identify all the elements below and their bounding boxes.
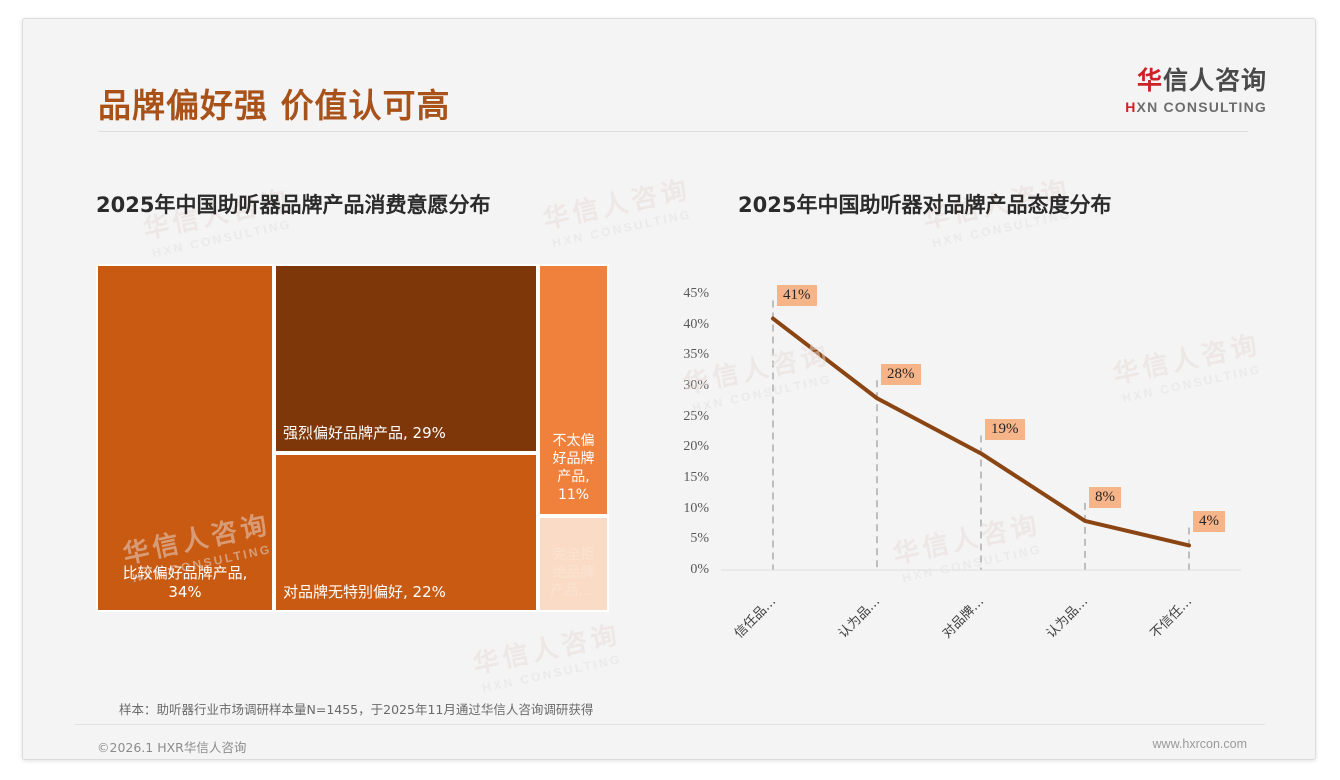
watermark-cn: 华信人咨询 — [540, 174, 694, 236]
source-footnote: 样本：助听器行业市场调研样本量N=1455，于2025年11月通过华信人咨询调研… — [119, 702, 594, 717]
right-chart-panel: 2025年中国助听器对品牌产品态度分布 — [738, 189, 1111, 219]
logo-text-cn: 华信人咨询 — [1125, 61, 1267, 97]
y-axis-tick-label: 10% — [683, 500, 709, 516]
header-divider — [98, 131, 1248, 132]
y-axis-tick-label: 5% — [690, 531, 709, 547]
treemap-tile-no-preference[interactable]: 对品牌无特别偏好, 22% — [274, 453, 538, 612]
left-chart-title: 2025年中国助听器品牌产品消费意愿分布 — [96, 193, 491, 217]
slide: 华信人咨询 HXN CONSULTING 华信人咨询 HXN CONSULTING … — [22, 18, 1316, 760]
data-point-label: 19% — [985, 419, 1025, 441]
footer-divider — [75, 724, 1265, 725]
treemap-tile-prefer-somewhat[interactable]: 比较偏好品牌产品, 34% — [96, 264, 274, 612]
logo-cn-rest: 信人咨询 — [1162, 66, 1267, 95]
y-axis-tick-label: 25% — [683, 408, 709, 424]
trend-line — [771, 316, 1191, 548]
watermark-en: HXN CONSULTING — [551, 206, 693, 251]
line-chart: 0% 5% 10% 15% 20% 25% 30% 35% 40% 45% 信任品… 认为品… 对品牌… — [663, 264, 1263, 644]
logo-cn-first-char: 华 — [1136, 66, 1163, 95]
treemap-tile-label: 完全拒绝品牌产品,… — [550, 547, 597, 599]
logo-en-first-char: H — [1125, 99, 1137, 115]
watermark-cn: 华信人咨询 — [470, 619, 624, 681]
watermark-en: HXN CONSULTING — [151, 216, 293, 261]
dropline-group — [772, 300, 1190, 570]
logo-text-en: HXN CONSULTING — [1125, 99, 1267, 115]
y-axis-tick-label: 30% — [683, 378, 709, 393]
right-chart-title: 2025年中国助听器对品牌产品态度分布 — [738, 193, 1112, 217]
treemap-tile-label: 强烈偏好品牌产品, 29% — [283, 424, 446, 442]
watermark-en: HXN CONSULTING — [481, 651, 623, 696]
y-axis-tick-label: 40% — [683, 316, 709, 332]
slide-header: 品牌偏好强 价值认可高 华信人咨询 HXN CONSULTING — [23, 19, 1315, 129]
company-logo: 华信人咨询 HXN CONSULTING — [1125, 61, 1267, 115]
treemap-tile-reject[interactable]: 完全拒绝品牌产品,… — [538, 516, 609, 612]
data-point-label: 4% — [1193, 511, 1225, 533]
data-point-label: 41% — [777, 284, 817, 306]
footer-copyright: ©2026.1 HXR华信人咨询 — [97, 740, 247, 755]
treemap-tile-not-prefer[interactable]: 不太偏好品牌产品, 11% — [538, 264, 609, 516]
y-axis-tick-label: 15% — [683, 470, 709, 485]
left-chart-panel: 2025年中国助听器品牌产品消费意愿分布 — [96, 189, 490, 219]
logo-en-rest: XN CONSULTING — [1136, 99, 1267, 115]
page-title: 品牌偏好强 价值认可高 — [98, 86, 451, 125]
y-axis-tick-label: 0% — [690, 562, 709, 577]
y-axis-tick-label: 35% — [683, 347, 709, 363]
data-point-label: 28% — [881, 364, 921, 386]
treemap-chart: 比较偏好品牌产品, 34% 强烈偏好品牌产品, 29% 对品牌无特别偏好, 22… — [96, 264, 609, 612]
y-axis-tick-label: 45% — [683, 286, 709, 301]
treemap-tile-label: 比较偏好品牌产品, 34% — [122, 564, 248, 601]
footer-website[interactable]: www.hxrcon.com — [1152, 737, 1247, 751]
treemap-tile-label: 不太偏好品牌产品, 11% — [552, 433, 595, 503]
treemap-tile-strongly-prefer[interactable]: 强烈偏好品牌产品, 29% — [274, 264, 538, 453]
data-point-label: 8% — [1089, 486, 1121, 508]
y-axis-tick-label: 20% — [683, 439, 709, 455]
line-chart-svg — [721, 300, 1241, 571]
treemap-tile-label: 对品牌无特别偏好, 22% — [283, 583, 446, 601]
